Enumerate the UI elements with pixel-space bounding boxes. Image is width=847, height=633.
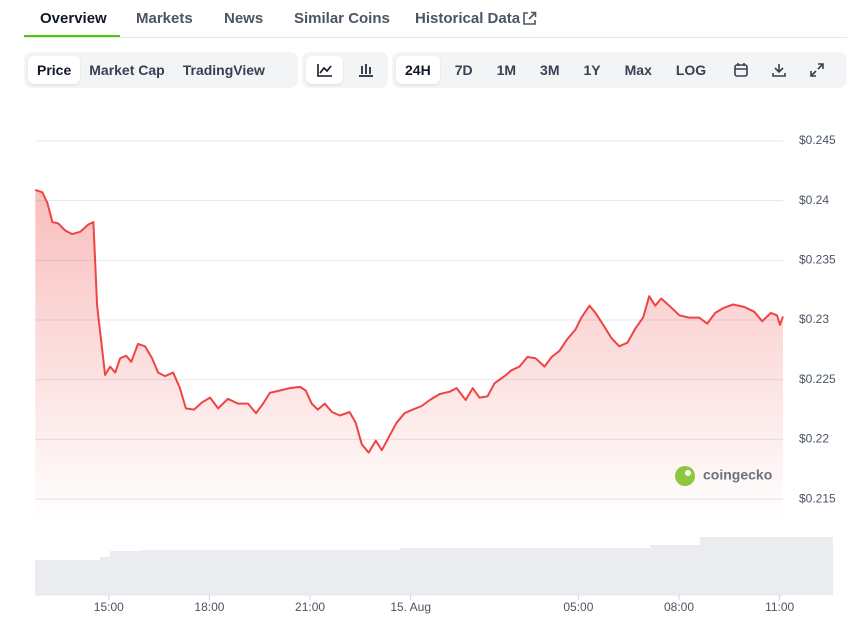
line-icon	[316, 64, 332, 77]
y-tick-label: $0.245	[799, 133, 836, 147]
range-button[interactable]: 3M	[540, 62, 560, 78]
x-tick-label: 11:00	[765, 600, 794, 614]
x-tick-label: 05:00	[563, 600, 593, 614]
view-button[interactable]: TradingView	[182, 62, 265, 78]
y-tick-label: $0.235	[799, 253, 836, 267]
volume-area	[35, 537, 833, 595]
external-link-icon	[523, 11, 537, 25]
y-tick-label: $0.215	[799, 491, 836, 505]
watermark-text: coingecko	[703, 467, 772, 483]
view-toggle: Price Market Cap TradingView	[24, 52, 298, 88]
y-tick-label: $0.225	[799, 372, 836, 386]
tab-divider	[24, 37, 847, 38]
calendar-icon	[734, 63, 749, 77]
expand-icon	[810, 63, 825, 77]
tab[interactable]: News	[224, 10, 264, 27]
tab-underline	[24, 35, 120, 38]
range-button[interactable]: 24H	[396, 56, 440, 84]
price-line	[34, 188, 784, 454]
range-button[interactable]: 7D	[454, 62, 473, 78]
tab[interactable]: Similar Coins	[294, 10, 390, 27]
candle-icon	[358, 64, 373, 77]
watermark-logo-eye	[685, 470, 691, 476]
tab[interactable]: Historical Data	[415, 10, 521, 27]
log-button[interactable]: LOG	[675, 62, 707, 78]
line-chart-button[interactable]	[306, 56, 343, 84]
range-button[interactable]: 1Y	[583, 62, 601, 78]
x-tick-label: 21:00	[295, 600, 325, 614]
x-tick-label: 08:00	[664, 600, 694, 614]
range-button[interactable]: 1M	[496, 62, 517, 78]
watermark-logo	[675, 466, 695, 486]
x-tick-label: 18:00	[194, 600, 224, 614]
view-button[interactable]: Market Cap	[89, 62, 165, 78]
chart: coingecko $0.215 $0.22 $0.225 $0.23 $0.235 $0…	[34, 133, 836, 614]
view-button[interactable]: Price	[28, 56, 81, 84]
x-tick-label: 15. Aug	[390, 600, 431, 614]
tab[interactable]: Overview	[40, 10, 107, 27]
range-toggle: 24H 7D 1M 3M 1Y Max LOG	[392, 52, 847, 88]
download-icon	[772, 64, 787, 77]
y-tick-label: $0.23	[799, 312, 829, 326]
tab[interactable]: Markets	[136, 10, 193, 27]
y-tick-label: $0.22	[799, 432, 829, 446]
range-button[interactable]: Max	[624, 62, 652, 78]
x-tick-label: 15:00	[94, 600, 124, 614]
y-tick-label: $0.24	[799, 193, 829, 207]
calendar-button[interactable]	[725, 56, 757, 84]
fullscreen-button[interactable]	[801, 56, 833, 84]
watermark: coingecko	[675, 466, 772, 486]
price-area	[35, 189, 784, 523]
download-button[interactable]	[763, 56, 795, 84]
chart-style-toggle	[302, 52, 388, 88]
candle-chart-button[interactable]	[347, 56, 384, 84]
